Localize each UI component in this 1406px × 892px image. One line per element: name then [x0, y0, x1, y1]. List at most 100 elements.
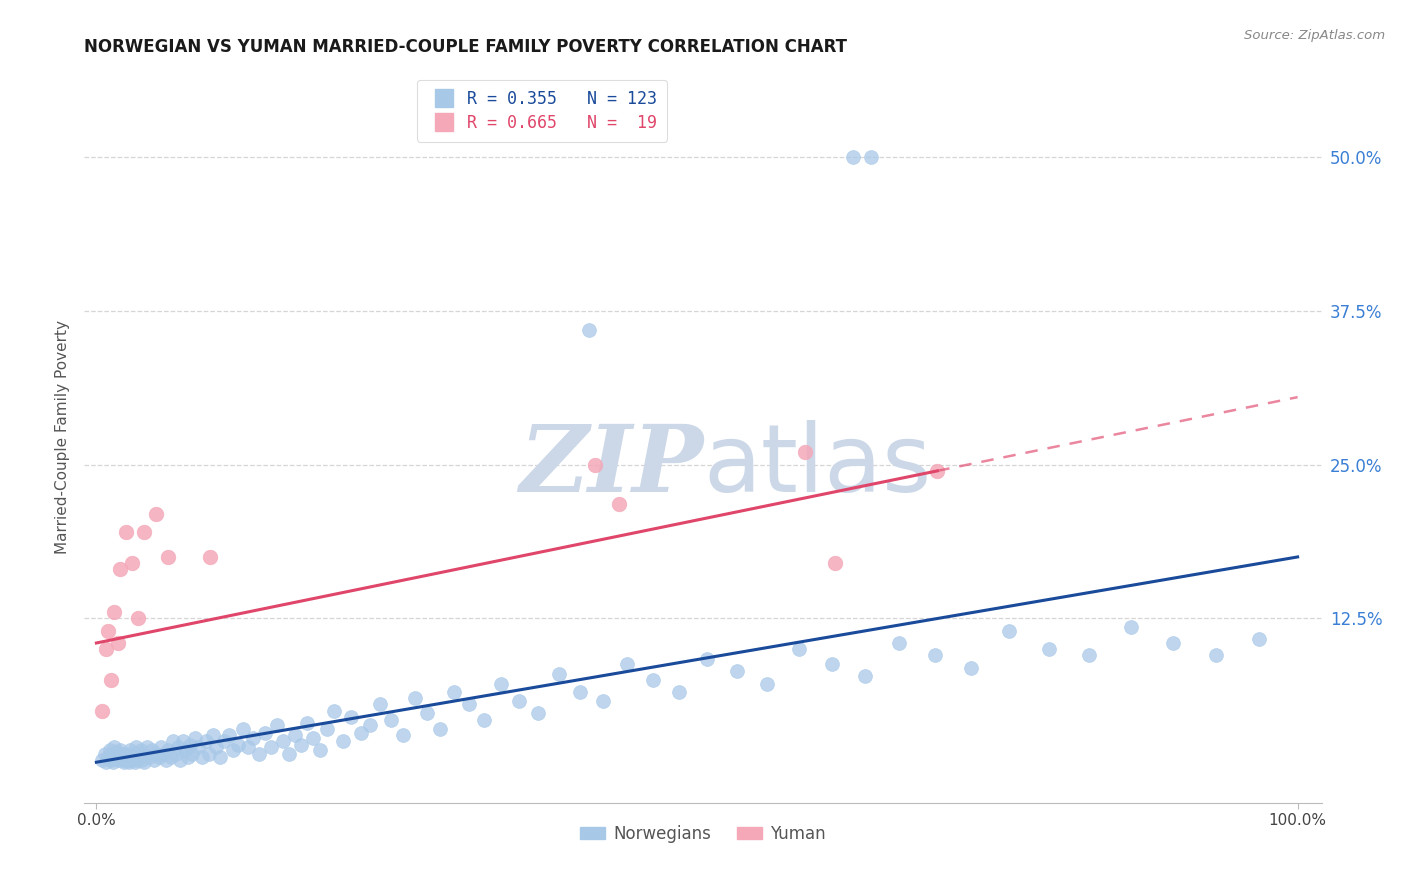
Point [1119, 620, 1142, 634]
Point [787, 642, 810, 657]
Point [205, 740, 228, 755]
Point [97, 750, 120, 764]
Point [191, 750, 214, 764]
Point [1205, 648, 1227, 663]
Point [143, 753, 166, 767]
Point [134, 525, 156, 540]
Point [198, 747, 221, 761]
Point [117, 747, 139, 761]
Point [607, 497, 630, 511]
Point [696, 652, 718, 666]
Point [110, 562, 132, 576]
Point [135, 740, 157, 755]
Text: atlas: atlas [703, 420, 931, 512]
Point [316, 722, 339, 736]
Point [103, 740, 125, 755]
Point [174, 743, 197, 757]
Point [94, 756, 117, 770]
Point [187, 740, 209, 755]
Point [181, 747, 204, 761]
Point [108, 747, 131, 762]
Point [134, 756, 156, 770]
Point [259, 740, 281, 755]
Point [155, 753, 177, 767]
Point [165, 747, 187, 761]
Point [110, 743, 132, 757]
Point [271, 734, 294, 748]
Point [103, 605, 125, 619]
Point [145, 747, 167, 761]
Point [404, 691, 426, 706]
Point [222, 743, 245, 757]
Point [101, 747, 124, 761]
Point [253, 725, 276, 739]
Point [359, 718, 381, 732]
Point [887, 636, 910, 650]
Point [218, 728, 240, 742]
Point [794, 445, 817, 459]
Point [616, 657, 638, 671]
Point [201, 728, 224, 742]
Point [457, 698, 479, 712]
Point [284, 728, 307, 742]
Point [157, 743, 180, 757]
Point [105, 745, 128, 759]
Point [152, 747, 174, 761]
Point [162, 734, 184, 748]
Point [350, 725, 373, 739]
Point [209, 750, 232, 764]
Point [924, 648, 946, 663]
Point [998, 624, 1021, 638]
Point [100, 753, 122, 767]
Point [141, 743, 163, 757]
Point [842, 150, 865, 164]
Point [107, 636, 129, 650]
Point [226, 738, 249, 752]
Point [290, 738, 312, 752]
Point [110, 753, 132, 767]
Point [118, 743, 141, 757]
Point [115, 525, 138, 540]
Point [194, 734, 217, 748]
Point [232, 722, 254, 736]
Point [569, 685, 592, 699]
Point [169, 753, 191, 767]
Point [508, 694, 530, 708]
Point [98, 743, 121, 757]
Point [641, 673, 664, 687]
Point [121, 750, 143, 764]
Legend: Norwegians, Yuman: Norwegians, Yuman [574, 818, 832, 849]
Point [107, 753, 129, 767]
Point [340, 710, 363, 724]
Point [1077, 648, 1099, 663]
Point [132, 747, 155, 761]
Point [148, 750, 170, 764]
Point [853, 669, 876, 683]
Point [167, 740, 190, 755]
Point [104, 750, 127, 764]
Point [138, 750, 160, 764]
Point [94, 642, 117, 657]
Text: Source: ZipAtlas.com: Source: ZipAtlas.com [1244, 29, 1385, 42]
Point [295, 715, 318, 730]
Point [1249, 632, 1271, 647]
Point [415, 706, 437, 720]
Point [236, 740, 259, 755]
Point [122, 747, 145, 761]
Point [443, 685, 465, 699]
Point [380, 714, 402, 728]
Point [118, 756, 141, 770]
Point [184, 731, 207, 745]
Point [592, 694, 614, 708]
Point [200, 549, 222, 564]
Point [127, 753, 149, 767]
Y-axis label: Married-Couple Family Poverty: Married-Couple Family Poverty [55, 320, 70, 554]
Point [160, 750, 183, 764]
Point [125, 740, 148, 755]
Point [115, 753, 138, 767]
Point [91, 704, 114, 718]
Point [301, 731, 323, 745]
Point [820, 657, 842, 671]
Point [111, 747, 134, 761]
Point [172, 734, 194, 748]
